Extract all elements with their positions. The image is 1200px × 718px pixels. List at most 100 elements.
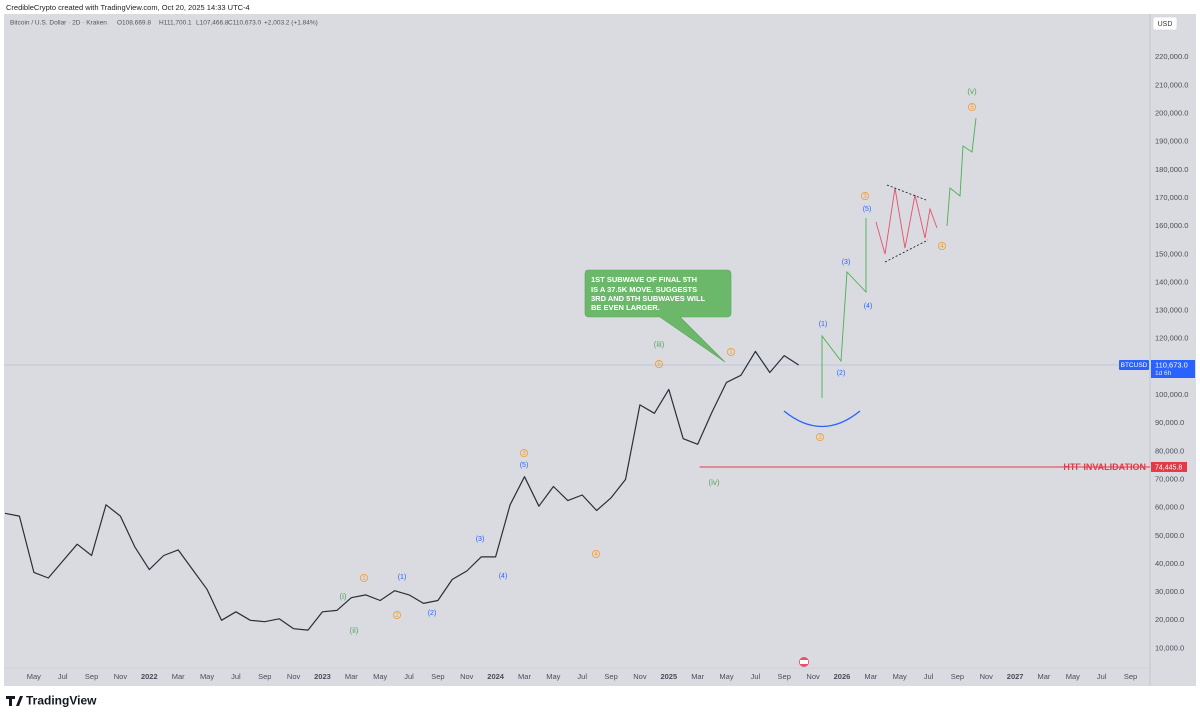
y-tick-label: 180,000.0 (1155, 165, 1188, 174)
ohlc-high: H111,700.1 (159, 20, 192, 27)
x-tick-label: Nov (460, 672, 474, 681)
legend: Bitcoin / U.S. Dollar · 2D · Kraken O108… (10, 20, 318, 27)
x-tick-label: Mar (864, 672, 877, 681)
wave-orange: 5 (970, 105, 974, 111)
wave-blue: (5) (520, 462, 529, 469)
y-tick-label: 200,000.0 (1155, 109, 1188, 118)
wave-green: (v) (967, 87, 977, 96)
y-tick-label: 60,000.0 (1155, 503, 1184, 512)
plot-bg (4, 14, 1196, 686)
wave-labels: (i) (ii) (iii) (iv) (v) 1 2 3 4 5 1 2 3 … (339, 87, 977, 635)
x-tick-label: Mar (691, 672, 704, 681)
x-tick-label: Sep (604, 672, 617, 681)
ohlc-open: O108,669.8 (117, 20, 151, 27)
y-tick-label: 190,000.0 (1155, 137, 1188, 146)
x-tick-label: Sep (431, 672, 444, 681)
x-tick-label: Mar (345, 672, 358, 681)
y-tick-label: 70,000.0 (1155, 474, 1184, 483)
currency[interactable]: USD (1158, 21, 1173, 28)
price-tag-text: 110,673.0 (1155, 360, 1188, 369)
x-tick-label: Sep (258, 672, 271, 681)
x-tick-label: Sep (951, 672, 964, 681)
x-tick-label: 2023 (314, 672, 331, 681)
x-tick-label: 2022 (141, 672, 158, 681)
wave-green: (iii) (654, 340, 665, 349)
x-tick-label: Jul (231, 672, 241, 681)
countdown: 1d 6h (1155, 370, 1172, 377)
logo: TradingView (6, 694, 97, 708)
price-labels: BTCUSD 110,673.01d 6h HTF INVALIDATION 74,4… (699, 359, 1195, 472)
y-tick-label: 170,000.0 (1155, 193, 1188, 202)
callout-line: BE EVEN LARGER. (591, 303, 660, 312)
symbol-tag-text: BTCUSD (1121, 362, 1148, 369)
wave-blue: (4) (499, 573, 508, 580)
x-tick-label: 2024 (487, 672, 505, 681)
callout-line: 1ST SUBWAVE OF FINAL 5TH (591, 275, 697, 284)
y-tick-label: 10,000.0 (1155, 643, 1184, 652)
wave-blue: (3) (842, 259, 851, 266)
axes: 10,000.0 20,000.0 30,000.0 40,000.0 50,000.0… (27, 52, 1189, 681)
projection-path (946, 117, 977, 227)
x-tick-label: 2027 (1007, 672, 1024, 681)
wave-green: (ii) (350, 626, 359, 635)
y-tick-label: 80,000.0 (1155, 446, 1184, 455)
x-tick-label: May (719, 672, 733, 681)
x-tick-label: May (893, 672, 907, 681)
x-tick-label: May (1066, 672, 1080, 681)
wave-blue: (5) (863, 206, 872, 213)
ohlc-close: C110,673.0 (228, 20, 262, 27)
x-tick-label: Jul (58, 672, 68, 681)
y-tick-label: 50,000.0 (1155, 531, 1184, 540)
x-tick-label: Nov (980, 672, 994, 681)
x-tick-label: Mar (1038, 672, 1051, 681)
triangle-line (886, 184, 927, 201)
x-tick-label: 2026 (834, 672, 851, 681)
projection-path (821, 218, 867, 398)
wave-orange: 1 (729, 350, 733, 356)
y-tick-label: 30,000.0 (1155, 587, 1184, 596)
callout-line: 3RD AND 5TH SUBWAVES WILL (591, 294, 706, 303)
x-tick-label: May (200, 672, 214, 681)
triangle-line (884, 239, 929, 263)
x-tick-label: Mar (518, 672, 531, 681)
wave-blue: (1) (819, 321, 828, 328)
wave-green: (iv) (708, 478, 719, 487)
wave-blue: (3) (476, 536, 485, 543)
callout-line: IS A 37.5K MOVE. SUGGESTS (591, 285, 697, 294)
x-tick-label: Jul (924, 672, 934, 681)
ohlc-low: L107,466.8 (196, 20, 229, 27)
wave-blue: (4) (864, 303, 873, 310)
x-tick-label: Nov (633, 672, 647, 681)
y-tick-label: 120,000.0 (1155, 334, 1188, 343)
x-tick-label: 2025 (660, 672, 677, 681)
logo-mark (6, 696, 23, 706)
x-tick-label: May (546, 672, 560, 681)
wave-orange: 3 (522, 451, 526, 457)
event-icon-mark (800, 660, 808, 664)
y-tick-label: 20,000.0 (1155, 615, 1184, 624)
y-tick-label: 210,000.0 (1155, 80, 1188, 89)
x-tick-label: Sep (85, 672, 98, 681)
wave-orange: 1 (362, 576, 366, 582)
invalidation-text: HTF INVALIDATION (1063, 462, 1146, 472)
wave-blue: (1) (398, 574, 407, 581)
wave-orange: 2 (818, 435, 822, 441)
wave-blue: (2) (428, 610, 437, 617)
projection (783, 117, 977, 428)
currency-box[interactable] (1152, 16, 1178, 31)
x-tick-label: May (373, 672, 387, 681)
callout-box (584, 269, 732, 363)
y-tick-label: 130,000.0 (1155, 306, 1188, 315)
y-tick-label: 40,000.0 (1155, 559, 1184, 568)
x-tick-label: Mar (172, 672, 185, 681)
wave-blue: (2) (837, 370, 846, 377)
ohlc-change: +2,003.2 (+1.84%) (264, 20, 318, 27)
wave-orange: 2 (395, 613, 399, 619)
x-tick-label: Jul (1097, 672, 1107, 681)
y-tick-label: 220,000.0 (1155, 52, 1188, 61)
wave-orange: 4 (940, 244, 944, 250)
wave-orange: 3 (863, 194, 867, 200)
symbol: Bitcoin / U.S. Dollar · 2D · Kraken (10, 20, 107, 27)
x-tick-label: Jul (404, 672, 414, 681)
x-tick-label: Nov (287, 672, 301, 681)
